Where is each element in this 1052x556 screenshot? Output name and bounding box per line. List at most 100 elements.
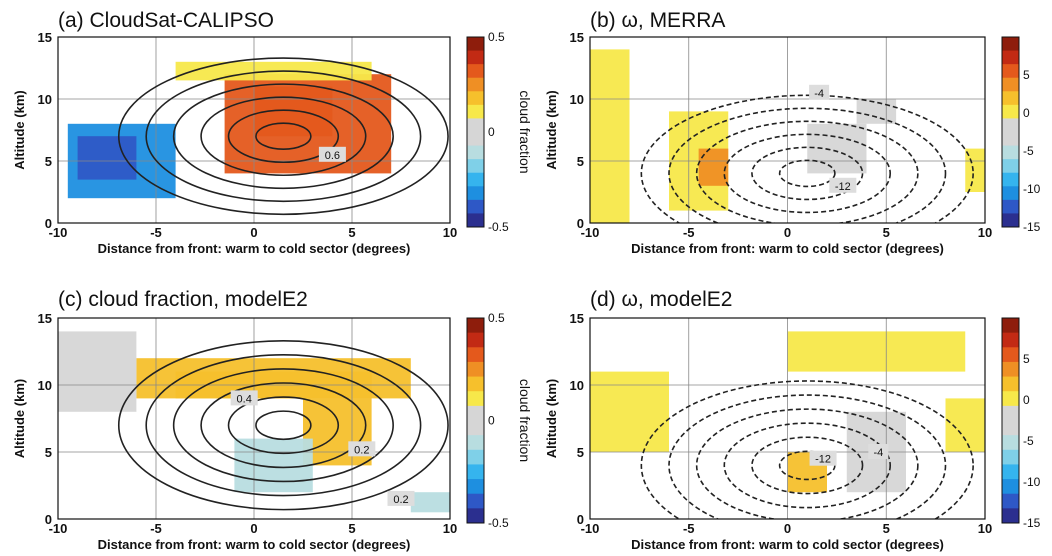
- colorbar-swatch: [1002, 118, 1019, 133]
- colorbar-tick-label: 0: [1023, 393, 1030, 407]
- panel-title-a: (a) CloudSat-CALIPSO: [58, 9, 274, 32]
- shaded-cell: [234, 438, 313, 493]
- contour-label-bg: [230, 390, 258, 406]
- y-tick-label: 0: [45, 216, 52, 231]
- colorbar-swatch: [1002, 376, 1019, 392]
- colorbar-swatch: [1002, 464, 1019, 480]
- y-tick-label: 15: [570, 30, 584, 45]
- x-tick-label: 0: [784, 225, 791, 240]
- colorbar-swatch: [1002, 391, 1019, 407]
- panel-title-b: (b) ω, MERRA: [590, 9, 725, 32]
- colorbar-swatch: [1002, 332, 1019, 348]
- colorbar-tick-label: 0: [1023, 106, 1030, 120]
- colorbar-frame: [1001, 317, 1020, 524]
- colorbar-tick-label: 0.5: [488, 30, 505, 44]
- colorbar-swatch: [1002, 361, 1019, 378]
- x-tick-label: 0: [250, 521, 257, 536]
- contour-line: [751, 146, 864, 201]
- panel-b: (b) ω, MERRA -4 -12 -10 -5 0 5 10 0 5 10 15 Distance…: [544, 9, 1041, 256]
- colorbar-swatch: [467, 145, 484, 160]
- x-tick-label: -10: [581, 225, 600, 240]
- x-tick-label: -5: [683, 225, 695, 240]
- colorbar-swatch: [1002, 405, 1019, 421]
- colorbar-swatch: [467, 199, 484, 214]
- contour-line: [723, 133, 891, 214]
- contour-label: -4: [873, 447, 883, 459]
- colorbar-swatch: [467, 186, 484, 201]
- x-tick-label: -10: [49, 225, 68, 240]
- contour-line: [145, 354, 422, 497]
- colorbar-swatch: [1002, 213, 1019, 228]
- panel-title-d: (d) ω, modelE2: [590, 288, 732, 311]
- colorbar-swatch: [467, 118, 484, 133]
- colorbar-swatch: [467, 213, 484, 228]
- colorbar-swatch: [1002, 104, 1019, 119]
- colorbar-swatch: [467, 91, 484, 106]
- colorbar-swatch: [1002, 508, 1019, 524]
- shaded-cell: [698, 148, 729, 186]
- contour-line: [172, 83, 394, 190]
- colorbar-tick-label: 5: [1023, 352, 1030, 366]
- contour-label-bg: [318, 146, 346, 162]
- contour-label-bg: [829, 177, 857, 193]
- y-tick-label: 10: [38, 92, 52, 107]
- shaded-cell: [590, 49, 630, 99]
- colorbar-swatch: [1002, 186, 1019, 201]
- plot-area-b: -4 -12: [590, 37, 985, 223]
- colorbar-frame: [1001, 36, 1020, 228]
- colorbar-swatch: [1002, 91, 1019, 106]
- contour-label: -12: [815, 454, 831, 466]
- contour-line: [668, 107, 947, 223]
- x-axis-label: Distance from front: warm to cold sector…: [98, 537, 411, 552]
- colorbar-swatch: [467, 37, 484, 52]
- x-tick-label: -5: [150, 521, 162, 536]
- colorbar-tick-label: -10: [1023, 475, 1041, 489]
- colorbar-swatch: [467, 376, 484, 392]
- contour-label-bg: [868, 444, 889, 459]
- contour-line: [640, 94, 974, 223]
- contour-line: [200, 382, 367, 469]
- plot-frame: [57, 36, 451, 224]
- colorbar-swatch: [1002, 145, 1019, 160]
- shaded-cell: [856, 99, 897, 124]
- x-tick-label: 5: [348, 521, 355, 536]
- panel-c: (c) cloud fraction, modelE2 0.4 0.2 0.2 -10 -…: [12, 288, 533, 552]
- colorbar-swatch: [1002, 493, 1019, 509]
- y-tick-label: 5: [45, 154, 52, 169]
- x-tick-label: -10: [49, 521, 68, 536]
- colorbar-d: 50-5-10-15(hPa/h): [1001, 317, 1041, 530]
- contour-line: [255, 122, 312, 151]
- y-tick-label: 0: [577, 512, 584, 527]
- contour-label-bg: [809, 84, 830, 100]
- contour-label: 0.2: [354, 444, 369, 456]
- colorbar-tick-label: 5: [1023, 68, 1030, 82]
- colorbar-swatch: [467, 64, 484, 79]
- y-tick-label: 5: [577, 445, 584, 460]
- x-tick-label: 10: [443, 225, 457, 240]
- y-tick-label: 10: [570, 92, 584, 107]
- x-axis-label: Distance from front: warm to cold sector…: [631, 537, 944, 552]
- colorbar-swatch: [467, 132, 484, 147]
- x-tick-label: 10: [978, 521, 992, 536]
- contour-label-bg: [809, 450, 837, 466]
- y-tick-label: 15: [38, 30, 52, 45]
- x-tick-label: 0: [784, 521, 791, 536]
- colorbar-swatch: [467, 493, 484, 509]
- colorbar-frame: [466, 36, 485, 228]
- contour-line: [778, 159, 836, 188]
- y-tick-label: 0: [45, 512, 52, 527]
- y-axis-label: Altitude (km): [12, 90, 27, 169]
- contour-line: [723, 422, 891, 509]
- colorbar-swatch: [1002, 37, 1019, 52]
- colorbar-swatch: [467, 420, 484, 436]
- x-tick-label: -5: [150, 225, 162, 240]
- colorbar-tick-label: -10: [1023, 182, 1041, 196]
- colorbar-swatch: [467, 77, 484, 92]
- y-tick-label: 5: [45, 445, 52, 460]
- x-tick-label: 5: [883, 225, 890, 240]
- colorbar-swatch: [467, 104, 484, 119]
- shaded-cell: [787, 331, 966, 372]
- contour-line: [640, 380, 974, 519]
- y-tick-label: 5: [577, 154, 584, 169]
